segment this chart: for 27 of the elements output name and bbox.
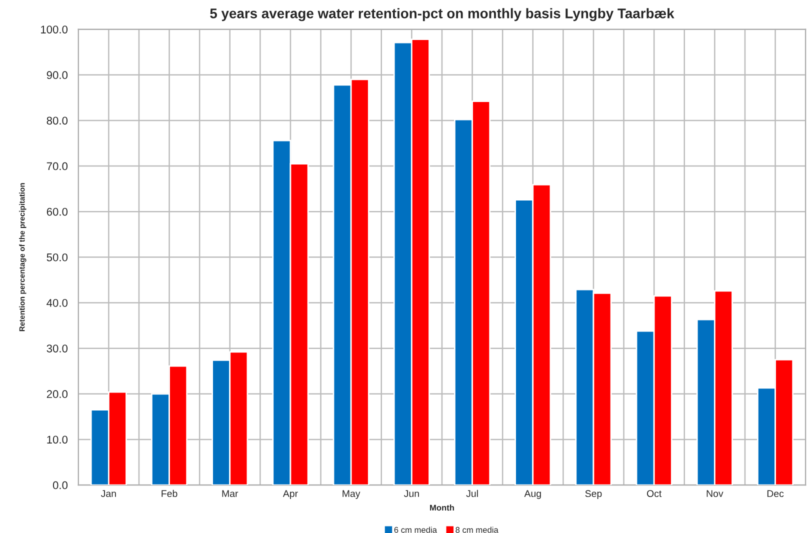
y-tick-label: 10.0 <box>47 436 68 444</box>
chart-title: 5 years average water retention-pct on monthly basis Lyngby Taarbæk <box>210 8 674 22</box>
y-tick-label: 20.0 <box>46 390 68 398</box>
x-tick-label: Apr <box>282 490 298 499</box>
x-tick-label: Aug <box>524 490 541 499</box>
x-tick-label: Jan <box>100 490 116 498</box>
x-axis-title: Month <box>430 504 454 511</box>
y-tick-label: 70.0 <box>46 162 68 170</box>
y-tick-label: 30.0 <box>46 344 68 352</box>
y-tick-label: 40.0 <box>46 299 68 307</box>
x-tick-label: Sep <box>585 490 602 499</box>
y-tick-label: 50.0 <box>46 253 68 262</box>
y-tick-label: 80.0 <box>46 116 68 125</box>
x-tick-label: Mar <box>222 490 238 498</box>
x-tick-label: Nov <box>706 490 724 498</box>
x-tick-label: May <box>342 490 360 499</box>
y-tick-label: 60.0 <box>46 208 68 216</box>
y-tick-label: 90.0 <box>46 71 68 80</box>
y-tick-label: 0.0 <box>52 481 68 490</box>
legend-label: 6 cm media <box>394 526 437 533</box>
y-tick-label: 100.0 <box>41 26 68 34</box>
legend-label: 8 cm media <box>456 526 498 533</box>
x-tick-label: Jun <box>404 490 419 498</box>
x-tick-label: Feb <box>162 490 178 498</box>
x-tick-label: Oct <box>646 490 662 498</box>
x-tick-label: Dec <box>767 490 784 498</box>
x-tick-label: Jul <box>466 490 478 498</box>
